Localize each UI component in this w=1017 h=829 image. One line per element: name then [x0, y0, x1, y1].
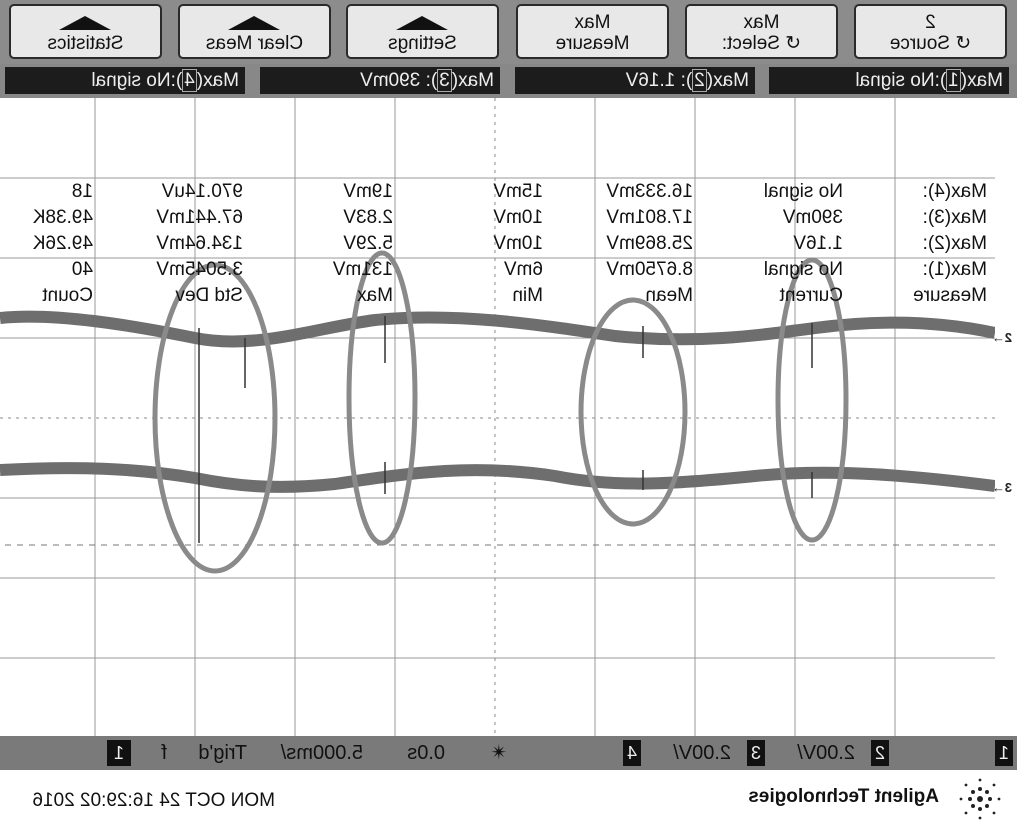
- rotate-icon: ↺: [950, 33, 972, 54]
- rotate-icon: ↺: [779, 33, 802, 54]
- scale-bar: 1 2 2.00V/ 3 2.00V/ 4 ✴ 0.0s 5.000ms/ Tr…: [0, 736, 1017, 770]
- timebase: 5.000ms/: [280, 742, 363, 764]
- horizontal-delay: 0.0s: [407, 742, 445, 764]
- table-cell: 19mV: [343, 181, 393, 202]
- table-cell: 5.29V: [343, 233, 393, 254]
- clear-meas-softkey[interactable]: Clear Meas: [178, 4, 331, 59]
- source-softkey[interactable]: 2 ↺ Source: [854, 4, 1007, 59]
- table-cell: 131mV: [332, 259, 393, 280]
- table-header-measure: Measure: [913, 285, 987, 306]
- trigger-status: Trig'd: [198, 742, 247, 764]
- source-softkey-value: 2: [925, 12, 936, 33]
- source-softkey-label: Source: [889, 33, 950, 54]
- measure-softkey[interactable]: Max Measure: [516, 4, 669, 59]
- trigger-slope-icon: f: [161, 742, 167, 764]
- status-max-ch4: Max(4):No signal: [5, 67, 245, 94]
- measure-softkey-value: Max: [574, 12, 611, 33]
- ch3-scale: 2.00V/: [673, 742, 731, 764]
- ch2-indicator[interactable]: 2: [871, 740, 889, 766]
- grid-lines: [0, 98, 995, 736]
- table-cell: 8.6750mV: [606, 259, 693, 280]
- table-cell: 1.16V: [793, 233, 843, 254]
- highlight-ellipses: [152, 250, 849, 574]
- ch3-trace: [0, 462, 996, 493]
- table-cell: Max(1):: [922, 259, 987, 280]
- table-header-std-dev: Std Dev: [175, 285, 243, 306]
- select-softkey-value: Max: [743, 12, 780, 33]
- up-arrow-icon: [228, 16, 281, 30]
- settings-softkey-label: Settings: [388, 33, 457, 54]
- status-max-ch1: Max(1):No signal: [769, 67, 1009, 94]
- ch2-trace: [0, 310, 997, 348]
- clear-meas-softkey-label: Clear Meas: [205, 33, 304, 54]
- table-header-count: Count: [42, 285, 93, 306]
- table-header-current: Current: [779, 285, 843, 306]
- table-cell: Max(2):: [922, 233, 987, 254]
- table-cell: No signal: [763, 181, 843, 202]
- table-cell: 6mV: [503, 259, 543, 280]
- delay-icon: ✴: [490, 742, 507, 764]
- ch3-indicator[interactable]: 3: [747, 740, 765, 766]
- table-cell: Max(3):: [922, 207, 987, 228]
- glitch-spikes: [198, 316, 813, 543]
- table-cell: 10mV: [493, 233, 543, 254]
- measurement-status-line: Max(1):No signal Max(2): 1.16V Max(3): 3…: [0, 64, 1017, 98]
- table-cell: 67.441mV: [156, 207, 243, 228]
- table-cell: 134.64mV: [156, 233, 243, 254]
- table-cell: 970.14uV: [161, 181, 243, 202]
- table-cell: 17.801mV: [606, 207, 693, 228]
- ch2-ground-marker[interactable]: 2→: [991, 330, 1012, 345]
- date-time: MON OCT 24 16:29:02 2016: [32, 790, 275, 811]
- table-cell: 15mV: [493, 181, 543, 202]
- brand-name: Agilent Technologies: [748, 786, 939, 807]
- trigger-source[interactable]: 1: [107, 740, 131, 766]
- statistics-softkey-label: Statistics: [47, 33, 124, 54]
- table-cell: 390mV: [782, 207, 843, 228]
- table-cell: No signal: [763, 259, 843, 280]
- status-max-ch2: Max(2): 1.16V: [515, 67, 755, 94]
- table-cell: 49.38K: [32, 207, 93, 228]
- select-softkey-label: Select:: [721, 33, 780, 54]
- ch1-indicator[interactable]: 1: [995, 740, 1013, 766]
- table-header-min: Min: [512, 285, 543, 306]
- table-cell: 40: [71, 259, 93, 280]
- table-cell: 2.83V: [343, 207, 393, 228]
- ch4-indicator[interactable]: 4: [623, 740, 641, 766]
- agilent-spark-logo: [955, 774, 1005, 824]
- table-cell: 10mV: [493, 207, 543, 228]
- footer: Agilent Technologies MON OCT 24 16:29:02…: [0, 770, 1017, 829]
- ch2-scale: 2.00V/: [797, 742, 855, 764]
- up-arrow-icon: [396, 16, 449, 30]
- softkey-bar: 2 ↺ Source Max ↺ Select: Max Measure Set…: [0, 0, 1017, 64]
- up-arrow-icon: [59, 16, 112, 30]
- statistics-softkey[interactable]: Statistics: [9, 4, 162, 59]
- table-cell: 49.26K: [32, 233, 93, 254]
- table-cell: 25.869mV: [606, 233, 693, 254]
- center-axes: [0, 98, 995, 736]
- ch3-ground-marker[interactable]: 3→: [991, 480, 1012, 495]
- table-cell: Max(4):: [922, 181, 987, 202]
- settings-softkey[interactable]: Settings: [346, 4, 499, 59]
- table-cell: 16.333mV: [606, 181, 693, 202]
- status-max-ch3: Max(3): 390mV: [260, 67, 500, 94]
- table-cell: 3.5045mV: [156, 259, 243, 280]
- waveform-area[interactable]: [0, 98, 997, 736]
- table-cell: 18: [71, 181, 93, 202]
- graticule-svg: [0, 98, 997, 736]
- measure-softkey-label: Measure: [555, 33, 630, 54]
- table-header-max: Max: [357, 285, 393, 306]
- table-header-mean: Mean: [645, 285, 693, 306]
- select-softkey[interactable]: Max ↺ Select:: [685, 4, 838, 59]
